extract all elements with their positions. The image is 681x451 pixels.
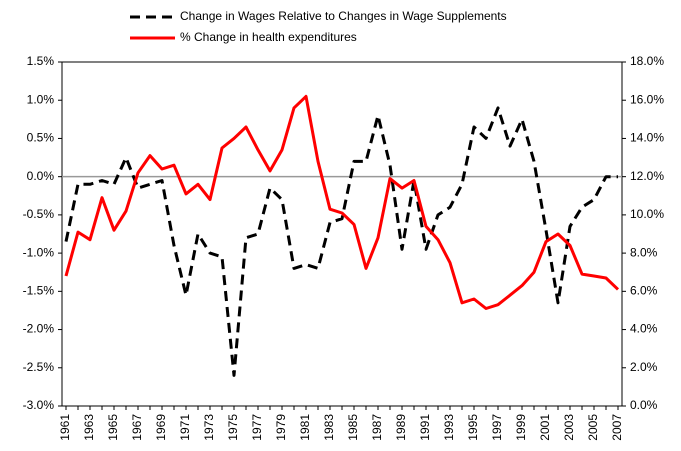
y-tick-label: -0.5% [23, 207, 55, 221]
x-tick-label: 1967 [130, 414, 144, 441]
y-tick-label: 0.0% [27, 169, 55, 183]
y2-tick-label: 8.0% [630, 245, 658, 259]
x-tick-label: 1993 [442, 414, 456, 441]
y-tick-label: 1.5% [27, 54, 55, 68]
x-tick-label: 1975 [226, 414, 240, 441]
legend-label: Change in Wages Relative to Changes in W… [180, 9, 507, 23]
y2-tick-label: 4.0% [630, 322, 658, 336]
x-tick-label: 2005 [586, 414, 600, 441]
x-tick-label: 1985 [346, 414, 360, 441]
y-tick-label: 1.0% [27, 92, 55, 106]
x-tick-label: 1999 [514, 414, 528, 441]
x-tick-label: 1973 [202, 414, 216, 441]
x-tick-label: 1961 [58, 414, 72, 441]
x-tick-label: 1991 [418, 414, 432, 441]
x-tick-label: 1979 [274, 414, 288, 441]
series-line [64, 106, 618, 377]
y2-tick-label: 10.0% [630, 207, 664, 221]
x-tick-label: 1995 [466, 414, 480, 441]
x-tick-label: 1965 [106, 414, 120, 441]
y-tick-label: -1.5% [23, 284, 55, 298]
y2-tick-label: 16.0% [630, 92, 664, 106]
y-tick-label: -2.5% [23, 360, 55, 374]
series-line [64, 94, 620, 310]
legend-label: % Change in health expenditures [180, 30, 357, 44]
x-tick-label: 1983 [322, 414, 336, 441]
x-tick-label: 1971 [178, 414, 192, 441]
y2-tick-label: 18.0% [630, 54, 664, 68]
y2-tick-label: 6.0% [630, 284, 658, 298]
x-tick-label: 1987 [370, 414, 384, 441]
y2-tick-label: 0.0% [630, 398, 658, 412]
y-tick-label: -2.0% [23, 322, 55, 336]
x-tick-label: 2003 [562, 414, 576, 441]
x-tick-label: 1969 [154, 414, 168, 441]
x-tick-label: 1981 [298, 414, 312, 441]
y-tick-label: -1.0% [23, 245, 55, 259]
x-tick-label: 1977 [250, 414, 264, 441]
y2-tick-label: 2.0% [630, 360, 658, 374]
x-tick-label: 2001 [538, 414, 552, 441]
x-tick-label: 1997 [490, 414, 504, 441]
x-tick-label: 1963 [82, 414, 96, 441]
y-tick-label: -3.0% [23, 398, 55, 412]
y2-tick-label: 12.0% [630, 169, 664, 183]
x-tick-label: 2007 [610, 414, 624, 441]
y-tick-label: 0.5% [27, 131, 55, 145]
x-tick-label: 1989 [394, 414, 408, 441]
y2-tick-label: 14.0% [630, 131, 664, 145]
